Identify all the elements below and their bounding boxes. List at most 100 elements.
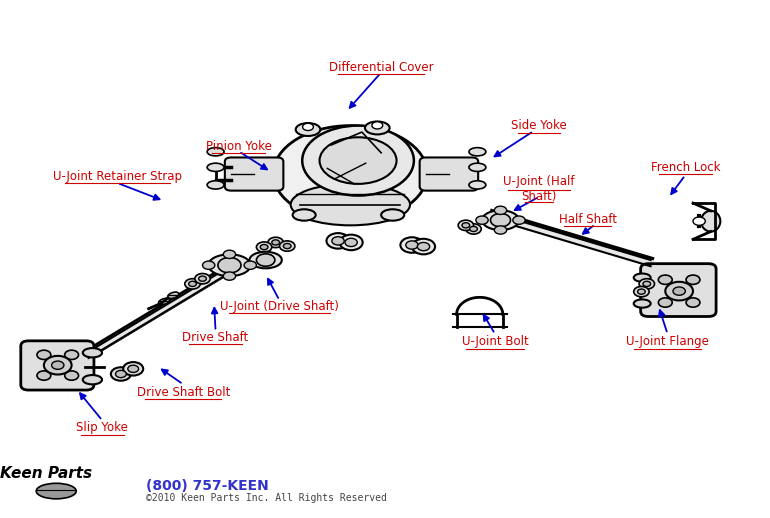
Circle shape (466, 224, 481, 234)
Circle shape (673, 287, 685, 295)
Text: Drive Shaft Bolt: Drive Shaft Bolt (136, 385, 230, 399)
Circle shape (686, 298, 700, 307)
Circle shape (185, 279, 200, 289)
Circle shape (223, 250, 236, 258)
Ellipse shape (320, 137, 397, 184)
Circle shape (400, 237, 424, 253)
Ellipse shape (207, 181, 224, 189)
Ellipse shape (302, 126, 414, 195)
Ellipse shape (469, 181, 486, 189)
Circle shape (272, 240, 280, 245)
Text: Pinion Yoke: Pinion Yoke (206, 139, 272, 153)
Ellipse shape (634, 274, 651, 282)
Circle shape (303, 123, 313, 131)
Ellipse shape (290, 184, 410, 225)
Circle shape (693, 217, 705, 225)
FancyBboxPatch shape (641, 264, 716, 316)
Circle shape (218, 257, 241, 273)
Circle shape (406, 241, 418, 249)
Circle shape (116, 370, 126, 378)
Circle shape (340, 235, 363, 250)
Text: French Lock: French Lock (651, 161, 720, 174)
Circle shape (658, 275, 672, 284)
Text: U-Joint (Half
Shaft): U-Joint (Half Shaft) (504, 175, 574, 203)
Circle shape (638, 289, 645, 294)
Ellipse shape (381, 209, 404, 221)
Ellipse shape (469, 148, 486, 156)
Ellipse shape (482, 210, 519, 230)
Ellipse shape (207, 148, 224, 156)
Text: Half Shaft: Half Shaft (558, 212, 617, 226)
Ellipse shape (469, 163, 486, 171)
Circle shape (470, 226, 477, 232)
Circle shape (658, 298, 672, 307)
Circle shape (280, 241, 295, 251)
Text: Keen Parts: Keen Parts (0, 467, 92, 481)
Ellipse shape (168, 292, 179, 298)
Circle shape (244, 261, 256, 269)
Circle shape (260, 244, 268, 250)
Circle shape (123, 362, 143, 376)
Circle shape (199, 276, 206, 281)
Text: Side Yoke: Side Yoke (511, 119, 567, 133)
Text: U-Joint Flange: U-Joint Flange (626, 335, 709, 349)
Text: (800) 757-KEEN: (800) 757-KEEN (146, 479, 269, 493)
Circle shape (513, 216, 525, 224)
Circle shape (65, 371, 79, 380)
FancyBboxPatch shape (21, 341, 94, 390)
Text: Slip Yoke: Slip Yoke (76, 421, 129, 435)
Circle shape (332, 237, 344, 245)
FancyBboxPatch shape (420, 157, 478, 191)
Ellipse shape (36, 483, 76, 499)
Text: U-Joint (Drive Shaft): U-Joint (Drive Shaft) (220, 300, 339, 313)
Ellipse shape (82, 348, 102, 357)
Ellipse shape (365, 122, 390, 135)
Circle shape (37, 350, 51, 359)
Circle shape (634, 286, 649, 297)
Circle shape (490, 213, 511, 227)
Circle shape (189, 281, 196, 286)
Circle shape (458, 220, 474, 231)
Circle shape (643, 281, 651, 286)
Text: ©2010 Keen Parts Inc. All Rights Reserved: ©2010 Keen Parts Inc. All Rights Reserve… (146, 493, 387, 503)
Circle shape (37, 371, 51, 380)
Ellipse shape (634, 299, 651, 308)
Circle shape (268, 237, 283, 248)
Ellipse shape (293, 209, 316, 221)
Text: U-Joint Bolt: U-Joint Bolt (462, 335, 528, 349)
Circle shape (256, 254, 275, 266)
Circle shape (195, 274, 210, 284)
Ellipse shape (296, 123, 320, 136)
Circle shape (462, 223, 470, 228)
Circle shape (412, 239, 435, 254)
Ellipse shape (701, 211, 721, 232)
Ellipse shape (273, 125, 427, 222)
Ellipse shape (159, 298, 169, 305)
Circle shape (256, 242, 272, 252)
Circle shape (686, 275, 700, 284)
Circle shape (223, 272, 236, 280)
Text: Drive Shaft: Drive Shaft (182, 331, 249, 344)
Circle shape (111, 367, 131, 381)
Circle shape (372, 122, 383, 129)
FancyBboxPatch shape (225, 157, 283, 191)
Circle shape (65, 350, 79, 359)
Circle shape (203, 261, 215, 269)
Circle shape (417, 242, 430, 251)
Circle shape (494, 226, 507, 234)
Circle shape (283, 243, 291, 249)
Text: Differential Cover: Differential Cover (329, 61, 434, 74)
Circle shape (476, 216, 488, 224)
Ellipse shape (207, 163, 224, 171)
Circle shape (44, 356, 72, 375)
Text: U-Joint Retainer Strap: U-Joint Retainer Strap (52, 170, 182, 183)
Ellipse shape (82, 375, 102, 384)
Ellipse shape (208, 254, 251, 276)
Circle shape (639, 279, 654, 289)
Circle shape (345, 238, 357, 247)
Circle shape (665, 282, 693, 300)
Circle shape (326, 233, 350, 249)
Circle shape (494, 206, 507, 214)
Circle shape (52, 361, 64, 369)
Ellipse shape (249, 252, 282, 268)
